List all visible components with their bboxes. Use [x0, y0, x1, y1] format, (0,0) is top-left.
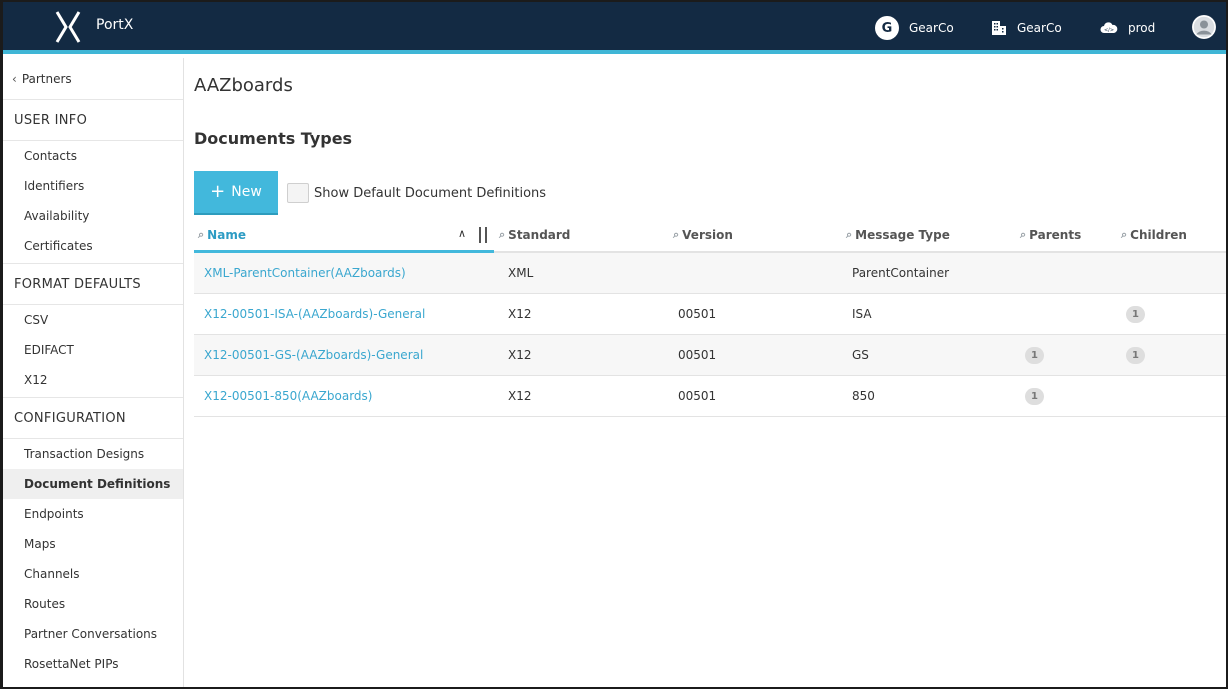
search-icon[interactable]: ⌕	[198, 228, 205, 241]
children-count-cell: 1	[1126, 294, 1145, 334]
sort-ascending-icon[interactable]: ∧	[458, 227, 467, 240]
back-to-partners-link[interactable]: ‹ Partners	[3, 58, 183, 100]
column-header-version[interactable]: ⌕ Version	[673, 219, 733, 251]
section-heading-format-defaults: FORMAT DEFAULTS	[3, 264, 183, 305]
chevron-left-icon: ‹	[12, 71, 17, 86]
org-initial-badge: G	[875, 16, 899, 40]
cell-message-type: GS	[852, 348, 869, 362]
main-content: AAZboards Documents Types + New Show Def…	[185, 58, 1226, 687]
search-icon[interactable]: ⌕	[846, 228, 853, 241]
environment-label: prod	[1128, 21, 1156, 35]
table-row[interactable]: X12-00501-GS-(AAZboards)-General X12 005…	[194, 335, 1226, 376]
nav-group-user-info: Contacts Identifiers Availability Certif…	[3, 141, 183, 264]
cell-version: 00501	[678, 348, 717, 362]
sidebar-item-maps[interactable]: Maps	[24, 537, 56, 551]
nav-group-configuration: Transaction Designs Document Definitions…	[3, 439, 183, 681]
parents-count-cell: 1	[1025, 376, 1044, 416]
plus-icon: +	[210, 181, 226, 202]
section-heading-user-info: USER INFO	[3, 100, 183, 141]
column-header-standard[interactable]: ⌕ Standard	[499, 219, 570, 251]
cell-standard: X12	[508, 389, 532, 403]
column-label: Standard	[508, 228, 571, 242]
search-icon[interactable]: ⌕	[1121, 228, 1128, 241]
cell-version: 00501	[678, 389, 717, 403]
cell-standard: XML	[508, 266, 534, 280]
table-row[interactable]: XML-ParentContainer(AAZboards) XML Paren…	[194, 253, 1226, 294]
table-header: ⌕ Name ∧ ⌕ Standard ⌕ Version ⌕ Message …	[194, 219, 1226, 253]
column-label: Version	[682, 228, 733, 242]
column-label: Children	[1130, 228, 1187, 242]
cell-message-type: 850	[852, 389, 875, 403]
new-document-button[interactable]: + New	[194, 171, 278, 213]
company-switcher[interactable]: GearCo	[991, 14, 1062, 42]
section-heading-configuration: CONFIGURATION	[3, 398, 183, 439]
svg-text:</>: </>	[1104, 28, 1114, 34]
sidebar-item-endpoints[interactable]: Endpoints	[24, 507, 84, 521]
document-name-link[interactable]: X12-00501-ISA-(AAZboards)-General	[204, 307, 426, 321]
show-default-label: Show Default Document Definitions	[314, 185, 547, 201]
show-default-definitions-toggle[interactable]: Show Default Document Definitions	[287, 183, 546, 203]
table-row[interactable]: X12-00501-850(AAZboards) X12 00501 850 1	[194, 376, 1226, 417]
children-count-cell: 1	[1126, 335, 1145, 375]
sidebar-item-x12[interactable]: X12	[24, 373, 48, 387]
sort-indicator-bar	[194, 250, 494, 253]
user-avatar-icon[interactable]	[1192, 15, 1216, 39]
sidebar-item-csv[interactable]: CSV	[24, 313, 49, 327]
org-switcher[interactable]: G GearCo	[875, 14, 954, 42]
children-count-badge[interactable]: 1	[1126, 346, 1145, 364]
cloud-icon: </>	[1100, 21, 1118, 35]
sidebar-item-contacts[interactable]: Contacts	[24, 149, 77, 163]
cell-standard: X12	[508, 348, 532, 362]
table-row[interactable]: X12-00501-ISA-(AAZboards)-General X12 00…	[194, 294, 1226, 335]
parents-count-badge[interactable]: 1	[1025, 387, 1044, 405]
sidebar-item-identifiers[interactable]: Identifiers	[24, 179, 85, 193]
building-icon	[991, 20, 1007, 36]
nav-group-format-defaults: CSV EDIFACT X12	[3, 305, 183, 398]
cell-standard: X12	[508, 307, 532, 321]
column-resize-handle[interactable]	[479, 227, 487, 243]
parents-count-cell: 1	[1025, 335, 1044, 375]
document-types-table: ⌕ Name ∧ ⌕ Standard ⌕ Version ⌕ Message …	[194, 219, 1226, 417]
cell-message-type: ISA	[852, 307, 872, 321]
sidebar-item-certificates[interactable]: Certificates	[24, 239, 93, 253]
sidebar-item-transaction-designs[interactable]: Transaction Designs	[24, 447, 145, 461]
new-button-label: New	[231, 184, 262, 200]
document-name-link[interactable]: X12-00501-850(AAZboards)	[204, 389, 373, 403]
column-header-parents[interactable]: ⌕ Parents	[1020, 219, 1081, 251]
cell-message-type: ParentContainer	[852, 266, 950, 280]
brand-name: PortX	[96, 17, 134, 33]
section-title: Documents Types	[194, 129, 353, 148]
show-default-checkbox[interactable]	[287, 183, 309, 203]
search-icon[interactable]: ⌕	[499, 228, 506, 241]
cell-version: 00501	[678, 307, 717, 321]
portx-logo-icon[interactable]	[51, 10, 85, 44]
company-label: GearCo	[1017, 21, 1062, 35]
column-label: Name	[207, 228, 246, 242]
top-bar: PortX G GearCo GearCo	[3, 2, 1226, 54]
sidebar-item-edifact[interactable]: EDIFACT	[24, 343, 74, 357]
search-icon[interactable]: ⌕	[1020, 228, 1027, 241]
back-label: Partners	[21, 71, 72, 86]
sidebar: ‹ Partners USER INFO Contacts Identifier…	[3, 58, 184, 687]
sidebar-item-partner-conversations[interactable]: Partner Conversations	[24, 627, 158, 641]
column-label: Parents	[1029, 228, 1082, 242]
search-icon[interactable]: ⌕	[673, 228, 680, 241]
document-name-link[interactable]: X12-00501-GS-(AAZboards)-General	[204, 348, 424, 362]
sidebar-item-channels[interactable]: Channels	[24, 567, 80, 581]
children-count-badge[interactable]: 1	[1126, 305, 1145, 323]
environment-switcher[interactable]: </> prod	[1100, 14, 1155, 42]
document-name-link[interactable]: XML-ParentContainer(AAZboards)	[204, 266, 406, 280]
sidebar-item-routes[interactable]: Routes	[24, 597, 66, 611]
parents-count-badge[interactable]: 1	[1025, 346, 1044, 364]
column-header-message-type[interactable]: ⌕ Message Type	[846, 219, 950, 251]
sidebar-item-availability[interactable]: Availability	[24, 209, 90, 223]
page-title: AAZboards	[194, 75, 293, 96]
column-header-name[interactable]: ⌕ Name	[198, 219, 246, 251]
sidebar-item-document-definitions[interactable]: Document Definitions	[3, 469, 183, 499]
org-label: GearCo	[909, 21, 954, 35]
column-label: Message Type	[855, 228, 950, 242]
column-header-children[interactable]: ⌕ Children	[1121, 219, 1187, 251]
sidebar-item-rosettanet-pips[interactable]: RosettaNet PIPs	[24, 657, 119, 671]
